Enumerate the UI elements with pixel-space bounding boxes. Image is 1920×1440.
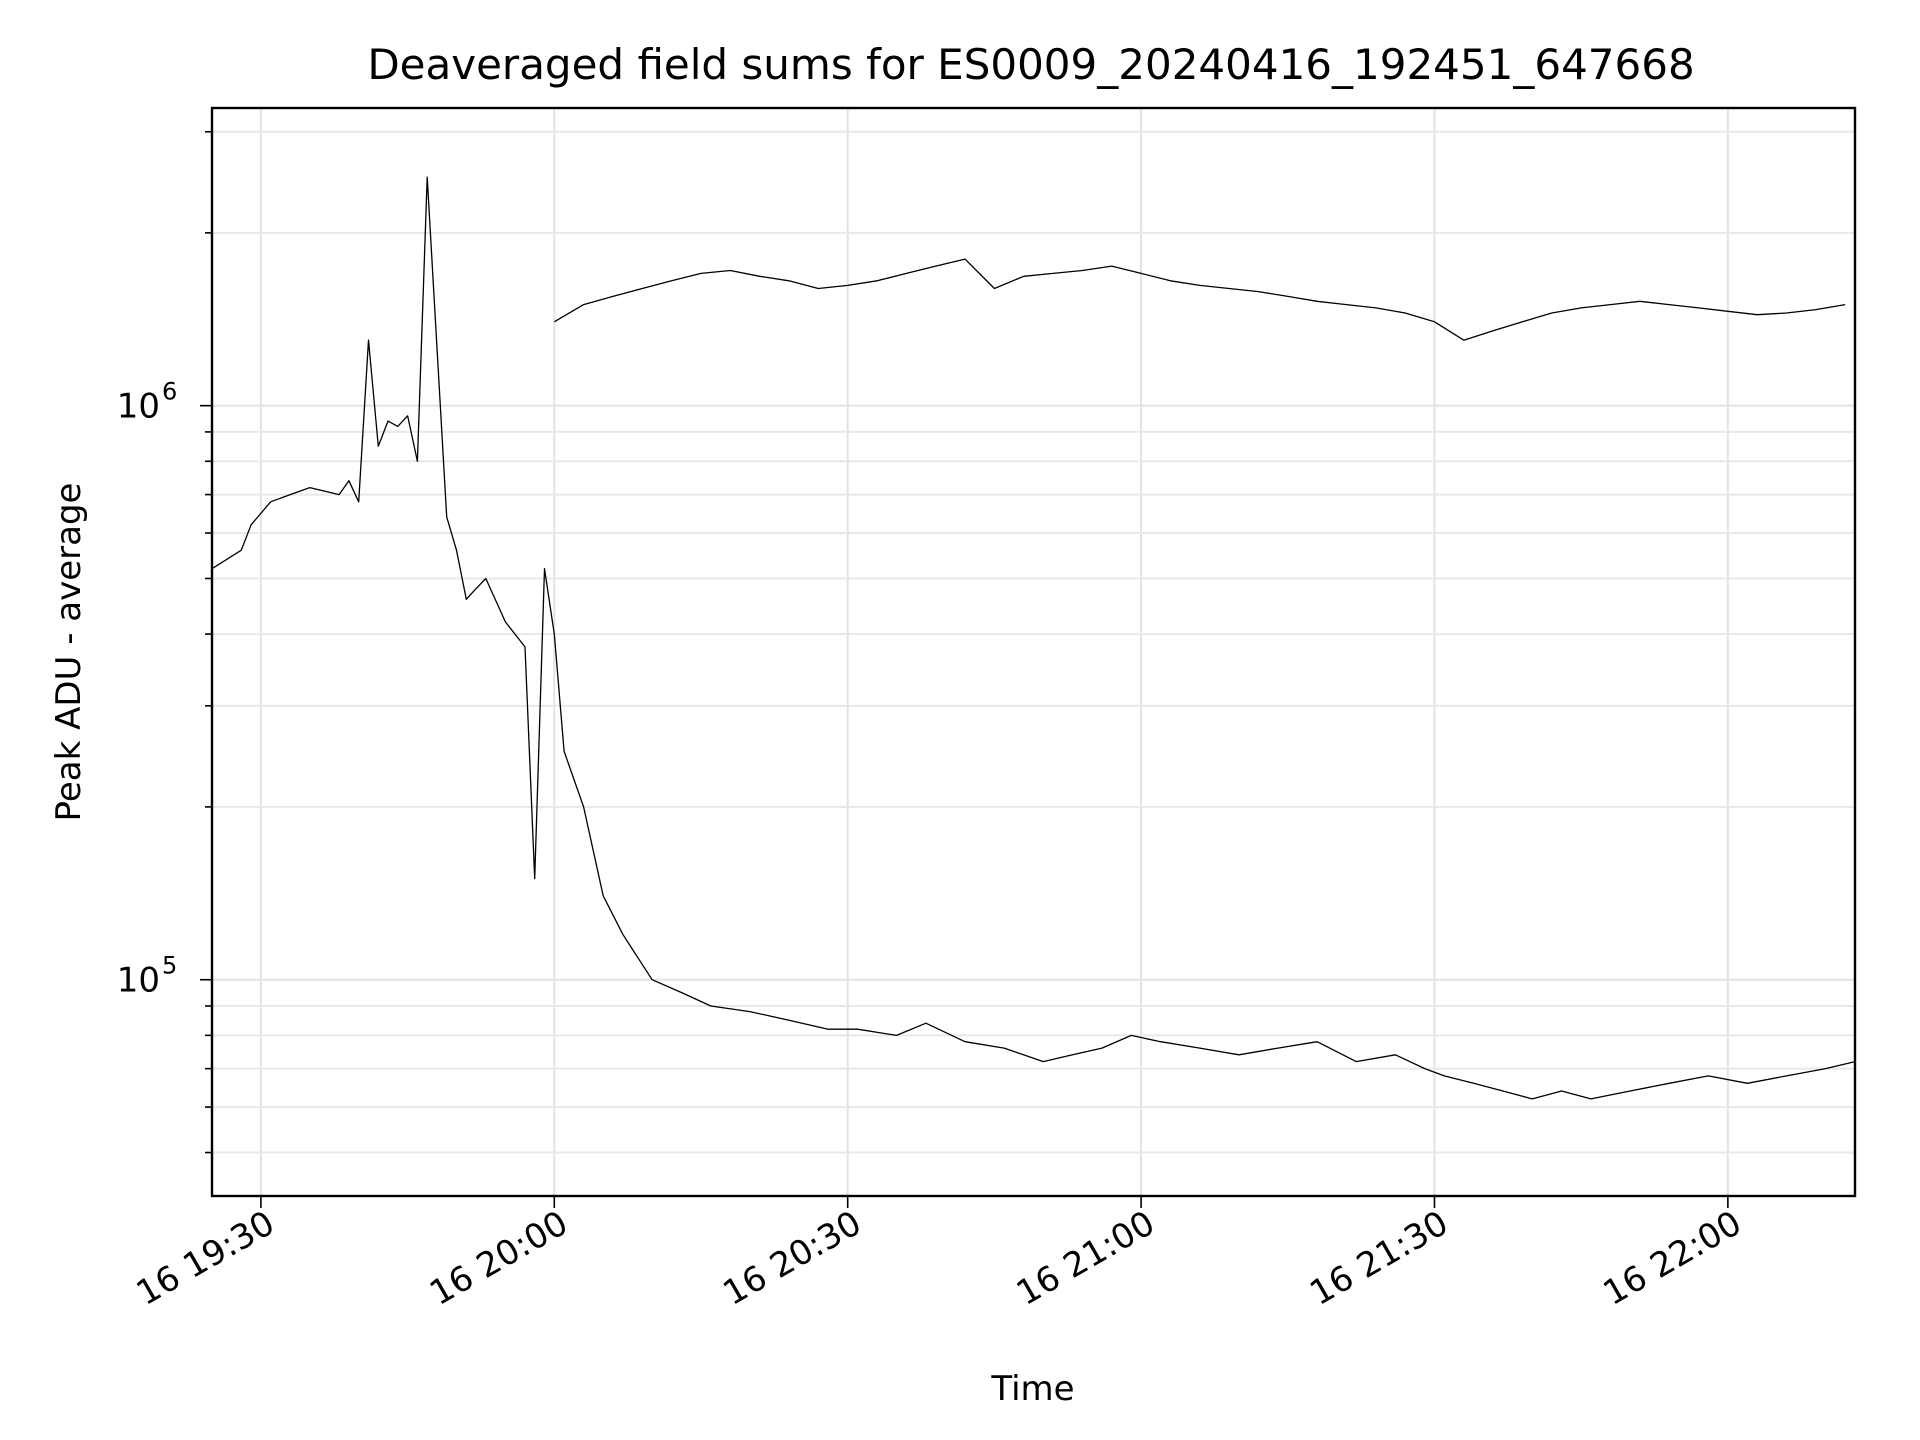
y-tick-exponent: 5: [162, 952, 177, 980]
x-tick-label: 16 21:30: [1303, 1203, 1455, 1314]
series-layer: [211, 176, 1856, 1100]
grid: [212, 108, 1855, 1196]
x-tick-label: 16 19:30: [130, 1203, 282, 1314]
y-tick-label: 10: [117, 961, 160, 1001]
series-line: [211, 176, 1856, 1100]
plot-frame: [210, 106, 1857, 1198]
y-tick-label: 10: [117, 387, 160, 427]
x-tick-label: 16 20:00: [423, 1203, 575, 1314]
x-axis-label: Time: [990, 1369, 1074, 1409]
x-tick-label: 16 20:30: [716, 1203, 868, 1314]
x-tick-label: 16 22:00: [1597, 1203, 1749, 1314]
y-tick-exponent: 6: [162, 378, 177, 406]
chart-title: Deaveraged field sums for ES0009_2024041…: [367, 40, 1694, 89]
series-line: [553, 258, 1846, 341]
x-axis-ticks: 16 19:30 16 20:00 16 20:30 16 21:00 16 21:30…: [130, 1196, 1749, 1314]
x-tick-label: 16 21:00: [1010, 1203, 1162, 1314]
y-axis-label: Peak ADU - average: [49, 483, 89, 822]
